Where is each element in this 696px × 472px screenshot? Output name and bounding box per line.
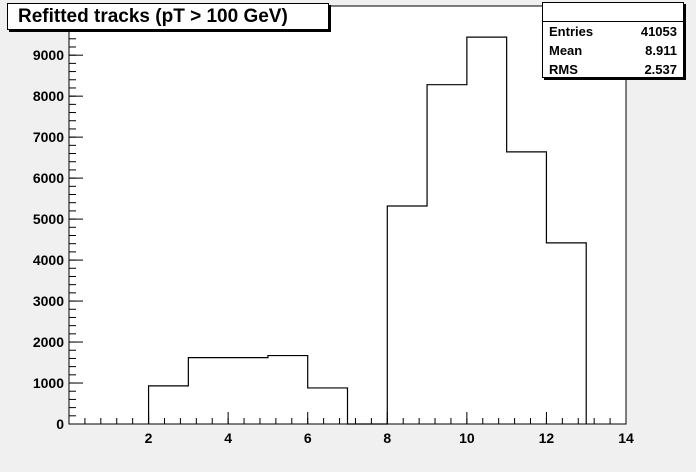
stats-value: 2.537 xyxy=(644,62,677,77)
y-tick-label: 1000 xyxy=(33,375,64,391)
y-tick-label: 6000 xyxy=(33,170,64,186)
y-tick-label: 3000 xyxy=(33,293,64,309)
stats-row-mean: Mean 8.911 xyxy=(543,41,683,60)
y-tick-labels: 0 1000 2000 3000 4000 5000 6000 7000 8000 9000 xyxy=(33,47,64,432)
histogram-line xyxy=(147,36,587,425)
stats-row-entries: Entries 41053 xyxy=(543,22,683,41)
statistics-box: Entries 41053 Mean 8.911 RMS 2.537 xyxy=(542,2,684,78)
y-tick-label: 2000 xyxy=(33,334,64,350)
x-tick-label: 14 xyxy=(618,430,634,446)
plot-frame xyxy=(68,5,627,425)
stats-label: RMS xyxy=(549,62,578,77)
y-tick-label: 4000 xyxy=(33,252,64,268)
y-tick-label: 0 xyxy=(56,416,64,432)
stats-row-rms: RMS 2.537 xyxy=(543,60,683,79)
y-tick-label: 9000 xyxy=(33,47,64,63)
x-tick-label: 2 xyxy=(145,430,153,446)
stats-value: 8.911 xyxy=(645,43,677,58)
y-tick-label: 7000 xyxy=(33,129,64,145)
x-tick-label: 8 xyxy=(383,430,391,446)
plot-title: Refitted tracks (pT > 100 GeV) xyxy=(7,3,329,30)
statistics-header xyxy=(543,3,683,22)
x-tick-label: 4 xyxy=(224,430,232,446)
stats-label: Mean xyxy=(549,43,583,58)
x-tick-label: 12 xyxy=(539,430,555,446)
x-tick-label: 10 xyxy=(459,430,475,446)
x-tick-label: 6 xyxy=(304,430,312,446)
stats-label: Entries xyxy=(549,24,594,39)
y-tick-label: 5000 xyxy=(33,211,64,227)
stats-value: 41053 xyxy=(640,24,677,39)
x-tick-labels: 2 4 6 8 10 12 14 xyxy=(145,430,634,446)
y-tick-label: 8000 xyxy=(33,88,64,104)
